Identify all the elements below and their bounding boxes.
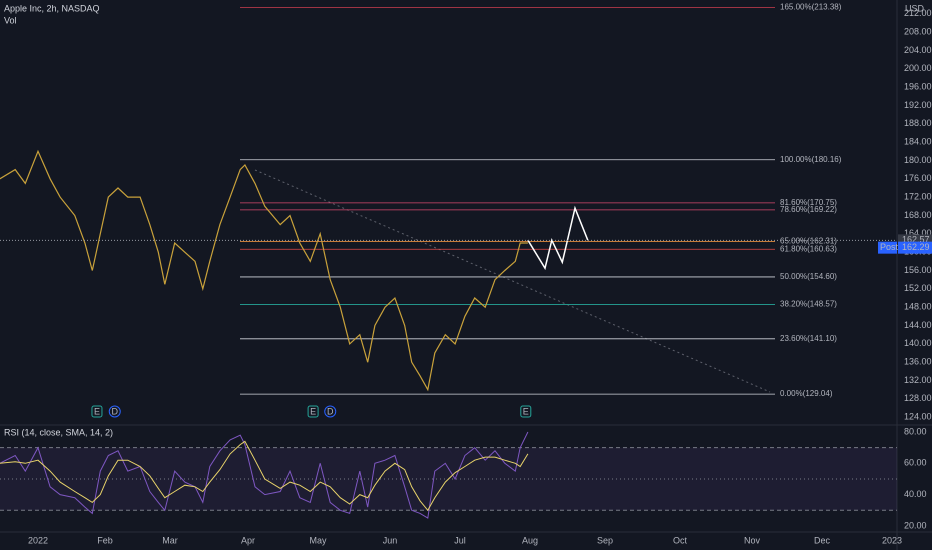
y-tick-label: 172.00 <box>904 192 932 202</box>
y-tick-label: 208.00 <box>904 26 932 36</box>
y-tick-label: 124.00 <box>904 412 932 422</box>
x-tick-label: Feb <box>97 535 113 545</box>
x-tick-label: Oct <box>673 535 688 545</box>
y-tick-label: 168.00 <box>904 210 932 220</box>
event-label: E <box>310 406 316 416</box>
event-label: D <box>112 406 119 416</box>
fib-label: 78.60%(169.22) <box>780 205 837 214</box>
fib-label: 100.00%(180.16) <box>780 155 842 164</box>
y-tick-label: 148.00 <box>904 302 932 312</box>
event-label: D <box>327 406 334 416</box>
x-tick-label: 2023 <box>882 535 902 545</box>
post-tag: Post <box>880 242 899 252</box>
axis-label: USD <box>905 3 925 13</box>
event-label: E <box>523 406 529 416</box>
y-tick-label: 128.00 <box>904 393 932 403</box>
rsi-tick-label: 60.00 <box>904 458 927 468</box>
x-tick-label: Aug <box>522 535 538 545</box>
trend-line <box>254 169 771 393</box>
rsi-tick-label: 80.00 <box>904 426 927 436</box>
x-tick-label: Jul <box>454 535 466 545</box>
y-tick-label: 140.00 <box>904 338 932 348</box>
rsi-line <box>0 431 529 519</box>
event-label: E <box>94 406 100 416</box>
x-tick-label: May <box>309 535 327 545</box>
rsi-line <box>0 440 529 512</box>
y-tick-label: 180.00 <box>904 155 932 165</box>
x-tick-label: Nov <box>744 535 761 545</box>
y-tick-label: 212.00 <box>904 8 932 18</box>
y-tick-label: 200.00 <box>904 63 932 73</box>
x-tick-label: Mar <box>162 535 178 545</box>
event-marker <box>108 405 121 418</box>
y-tick-label: 204.00 <box>904 45 932 55</box>
rsi-tick-label: 40.00 <box>904 489 927 499</box>
post-tag-box <box>878 241 897 254</box>
fib-label: 23.60%(141.10) <box>780 334 837 343</box>
event-marker <box>520 405 532 418</box>
x-tick-label: Apr <box>241 535 255 545</box>
y-tick-label: 164.00 <box>904 228 932 238</box>
y-tick-label: 152.00 <box>904 283 932 293</box>
y-tick-label: 192.00 <box>904 100 932 110</box>
y-tick-label: 132.00 <box>904 375 932 385</box>
chart-title: Apple Inc, 2h, NASDAQ <box>4 3 100 13</box>
x-tick-label: 2022 <box>28 535 48 545</box>
fib-label: 81.60%(170.75) <box>780 198 837 207</box>
fib-label: 50.00%(154.60) <box>780 272 837 281</box>
last-price-label: 162.57 <box>902 235 930 245</box>
rsi-title: RSI (14, close, SMA, 14, 2) <box>4 427 113 437</box>
price-line <box>0 149 528 392</box>
fib-label: 61.80%(160.63) <box>780 244 837 253</box>
y-tick-label: 144.00 <box>904 320 932 330</box>
y-tick-label: 176.00 <box>904 173 932 183</box>
y-tick-label: 196.00 <box>904 81 932 91</box>
price-line <box>527 205 589 271</box>
event-marker <box>324 405 337 418</box>
fib-label: 38.20%(148.57) <box>780 300 837 309</box>
post-price-box <box>898 241 932 254</box>
subtitle: Vol <box>4 15 17 25</box>
fib-label: 0.00%(129.04) <box>780 389 833 398</box>
rsi-tick-label: 20.00 <box>904 520 927 530</box>
post-price-label: 162.29 <box>902 242 930 252</box>
x-tick-label: Jun <box>383 535 398 545</box>
x-tick-label: Dec <box>814 535 831 545</box>
y-tick-label: 188.00 <box>904 118 932 128</box>
event-marker <box>91 405 103 418</box>
y-tick-label: 156.00 <box>904 265 932 275</box>
y-tick-label: 136.00 <box>904 357 932 367</box>
fib-label: 165.00%(213.38) <box>780 3 842 12</box>
x-tick-label: Sep <box>597 535 613 545</box>
y-tick-label: 184.00 <box>904 137 932 147</box>
fib-label: 65.00%(162.31) <box>780 237 837 246</box>
event-marker <box>307 405 319 418</box>
